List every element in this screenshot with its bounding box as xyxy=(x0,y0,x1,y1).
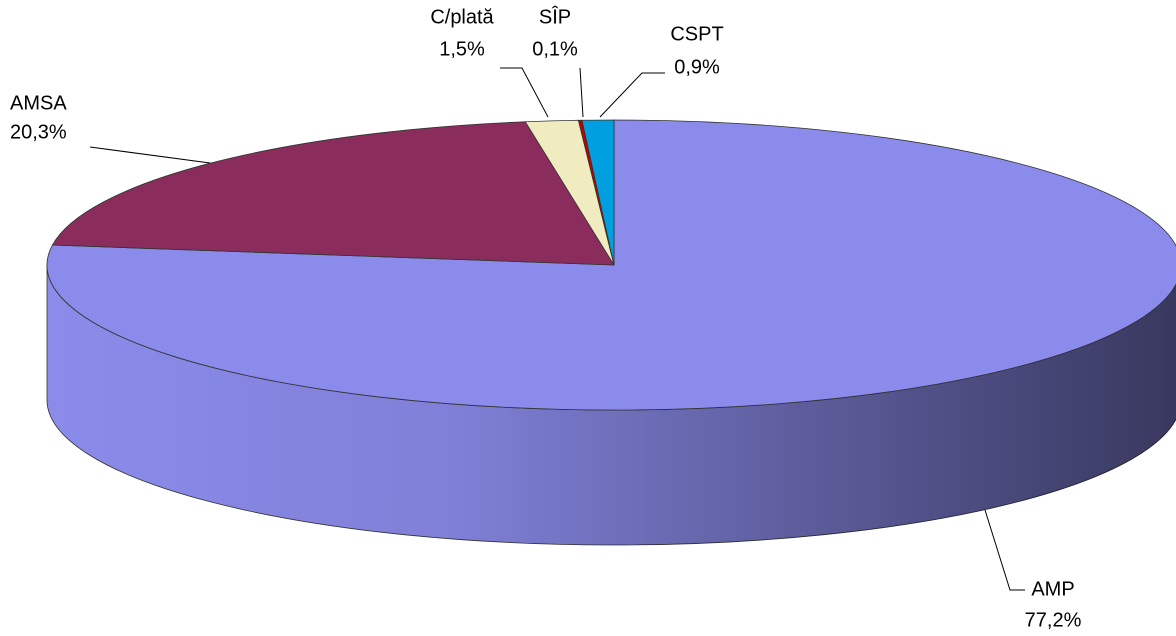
leader-line xyxy=(579,67,584,118)
pie-tops xyxy=(46,119,1176,411)
value-label: 0,1% xyxy=(532,38,578,60)
value-label: 20,3% xyxy=(10,121,67,143)
slice-label: SÎP xyxy=(539,5,571,28)
slice-label: C/plată xyxy=(430,6,494,28)
value-label: 1,5% xyxy=(439,38,485,60)
slice-label: AMP xyxy=(1031,578,1074,600)
side-shade xyxy=(47,265,1176,545)
value-label: 77,2% xyxy=(1025,609,1082,631)
leader-line xyxy=(500,67,549,118)
value-label: 0,9% xyxy=(674,56,720,78)
leader-line xyxy=(599,72,665,118)
leader-line xyxy=(984,509,1025,591)
leader-line xyxy=(89,146,211,164)
labels: AMP 77,2% AMSA 20,3% C/plată 1,5% SÎP 0,1% CSPT 0… xyxy=(10,5,1082,631)
slice-label: CSPT xyxy=(670,23,723,45)
slice xyxy=(51,121,615,266)
slice xyxy=(581,119,615,266)
slice-label: AMSA xyxy=(10,92,67,114)
